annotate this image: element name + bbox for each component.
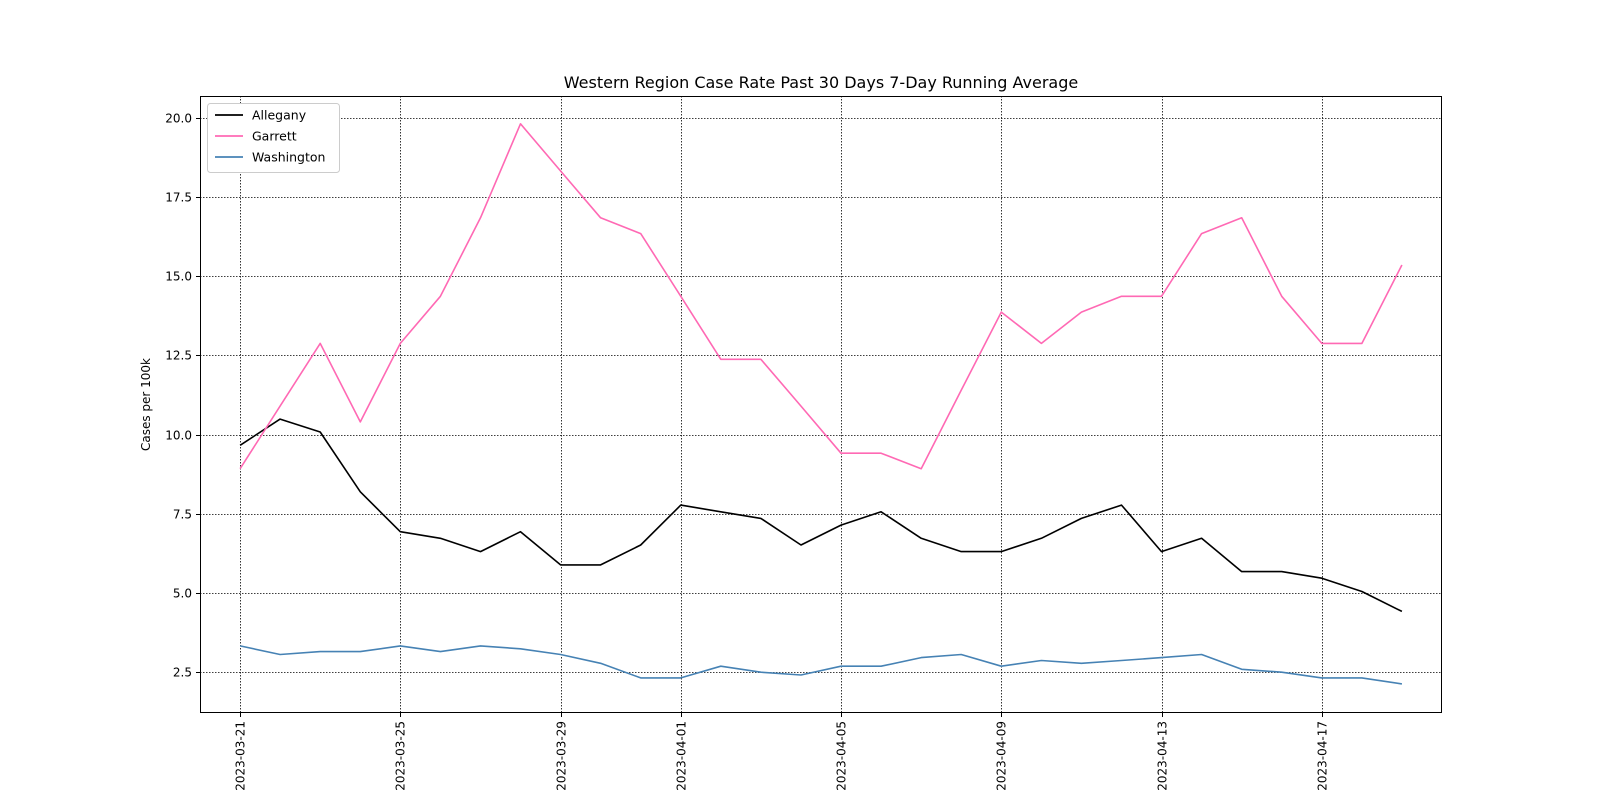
plot-area	[200, 96, 1442, 713]
y-axis: 2.5 5.0 7.5 10.0 12.5 15.0 17.5 20.0	[165, 112, 200, 680]
y-tick-label: 10.0	[165, 429, 192, 443]
y-tick-label: 15.0	[165, 270, 192, 284]
legend-label: Washington	[252, 150, 325, 165]
chart-title: Western Region Case Rate Past 30 Days 7-…	[564, 73, 1078, 92]
x-tick-label: 2023-03-21	[234, 721, 248, 791]
legend: Allegany Garrett Washington	[207, 103, 340, 173]
x-tick-label: 2023-03-25	[394, 721, 408, 791]
x-axis: 2023-03-21 2023-03-25 2023-03-29 2023-04-01…	[234, 713, 1330, 791]
y-tick-label: 7.5	[173, 508, 192, 522]
legend-label: Allegany	[252, 108, 307, 123]
series-line-garrett	[239, 123, 1403, 470]
x-tick-label: 2023-04-17	[1316, 721, 1330, 791]
x-tick-label: 2023-04-09	[995, 721, 1009, 791]
y-axis-label: Cases per 100k	[139, 358, 153, 451]
y-tick-label: 20.0	[165, 112, 192, 126]
series-lines	[239, 123, 1403, 685]
series-line-washington	[239, 645, 1403, 685]
series-line-allegany	[239, 418, 1403, 613]
x-tick-label: 2023-04-05	[835, 721, 849, 791]
y-tick-label: 5.0	[173, 587, 192, 601]
x-tick-label: 2023-04-01	[675, 721, 689, 791]
grid	[200, 96, 1442, 713]
legend-label: Garrett	[252, 129, 297, 144]
x-tick-label: 2023-04-13	[1156, 721, 1170, 791]
x-tick-label: 2023-03-29	[555, 721, 569, 791]
y-tick-label: 2.5	[173, 666, 192, 680]
y-tick-label: 12.5	[165, 349, 192, 363]
plot-border	[200, 96, 1442, 713]
y-tick-label: 17.5	[165, 191, 192, 205]
legend-box	[207, 103, 340, 173]
